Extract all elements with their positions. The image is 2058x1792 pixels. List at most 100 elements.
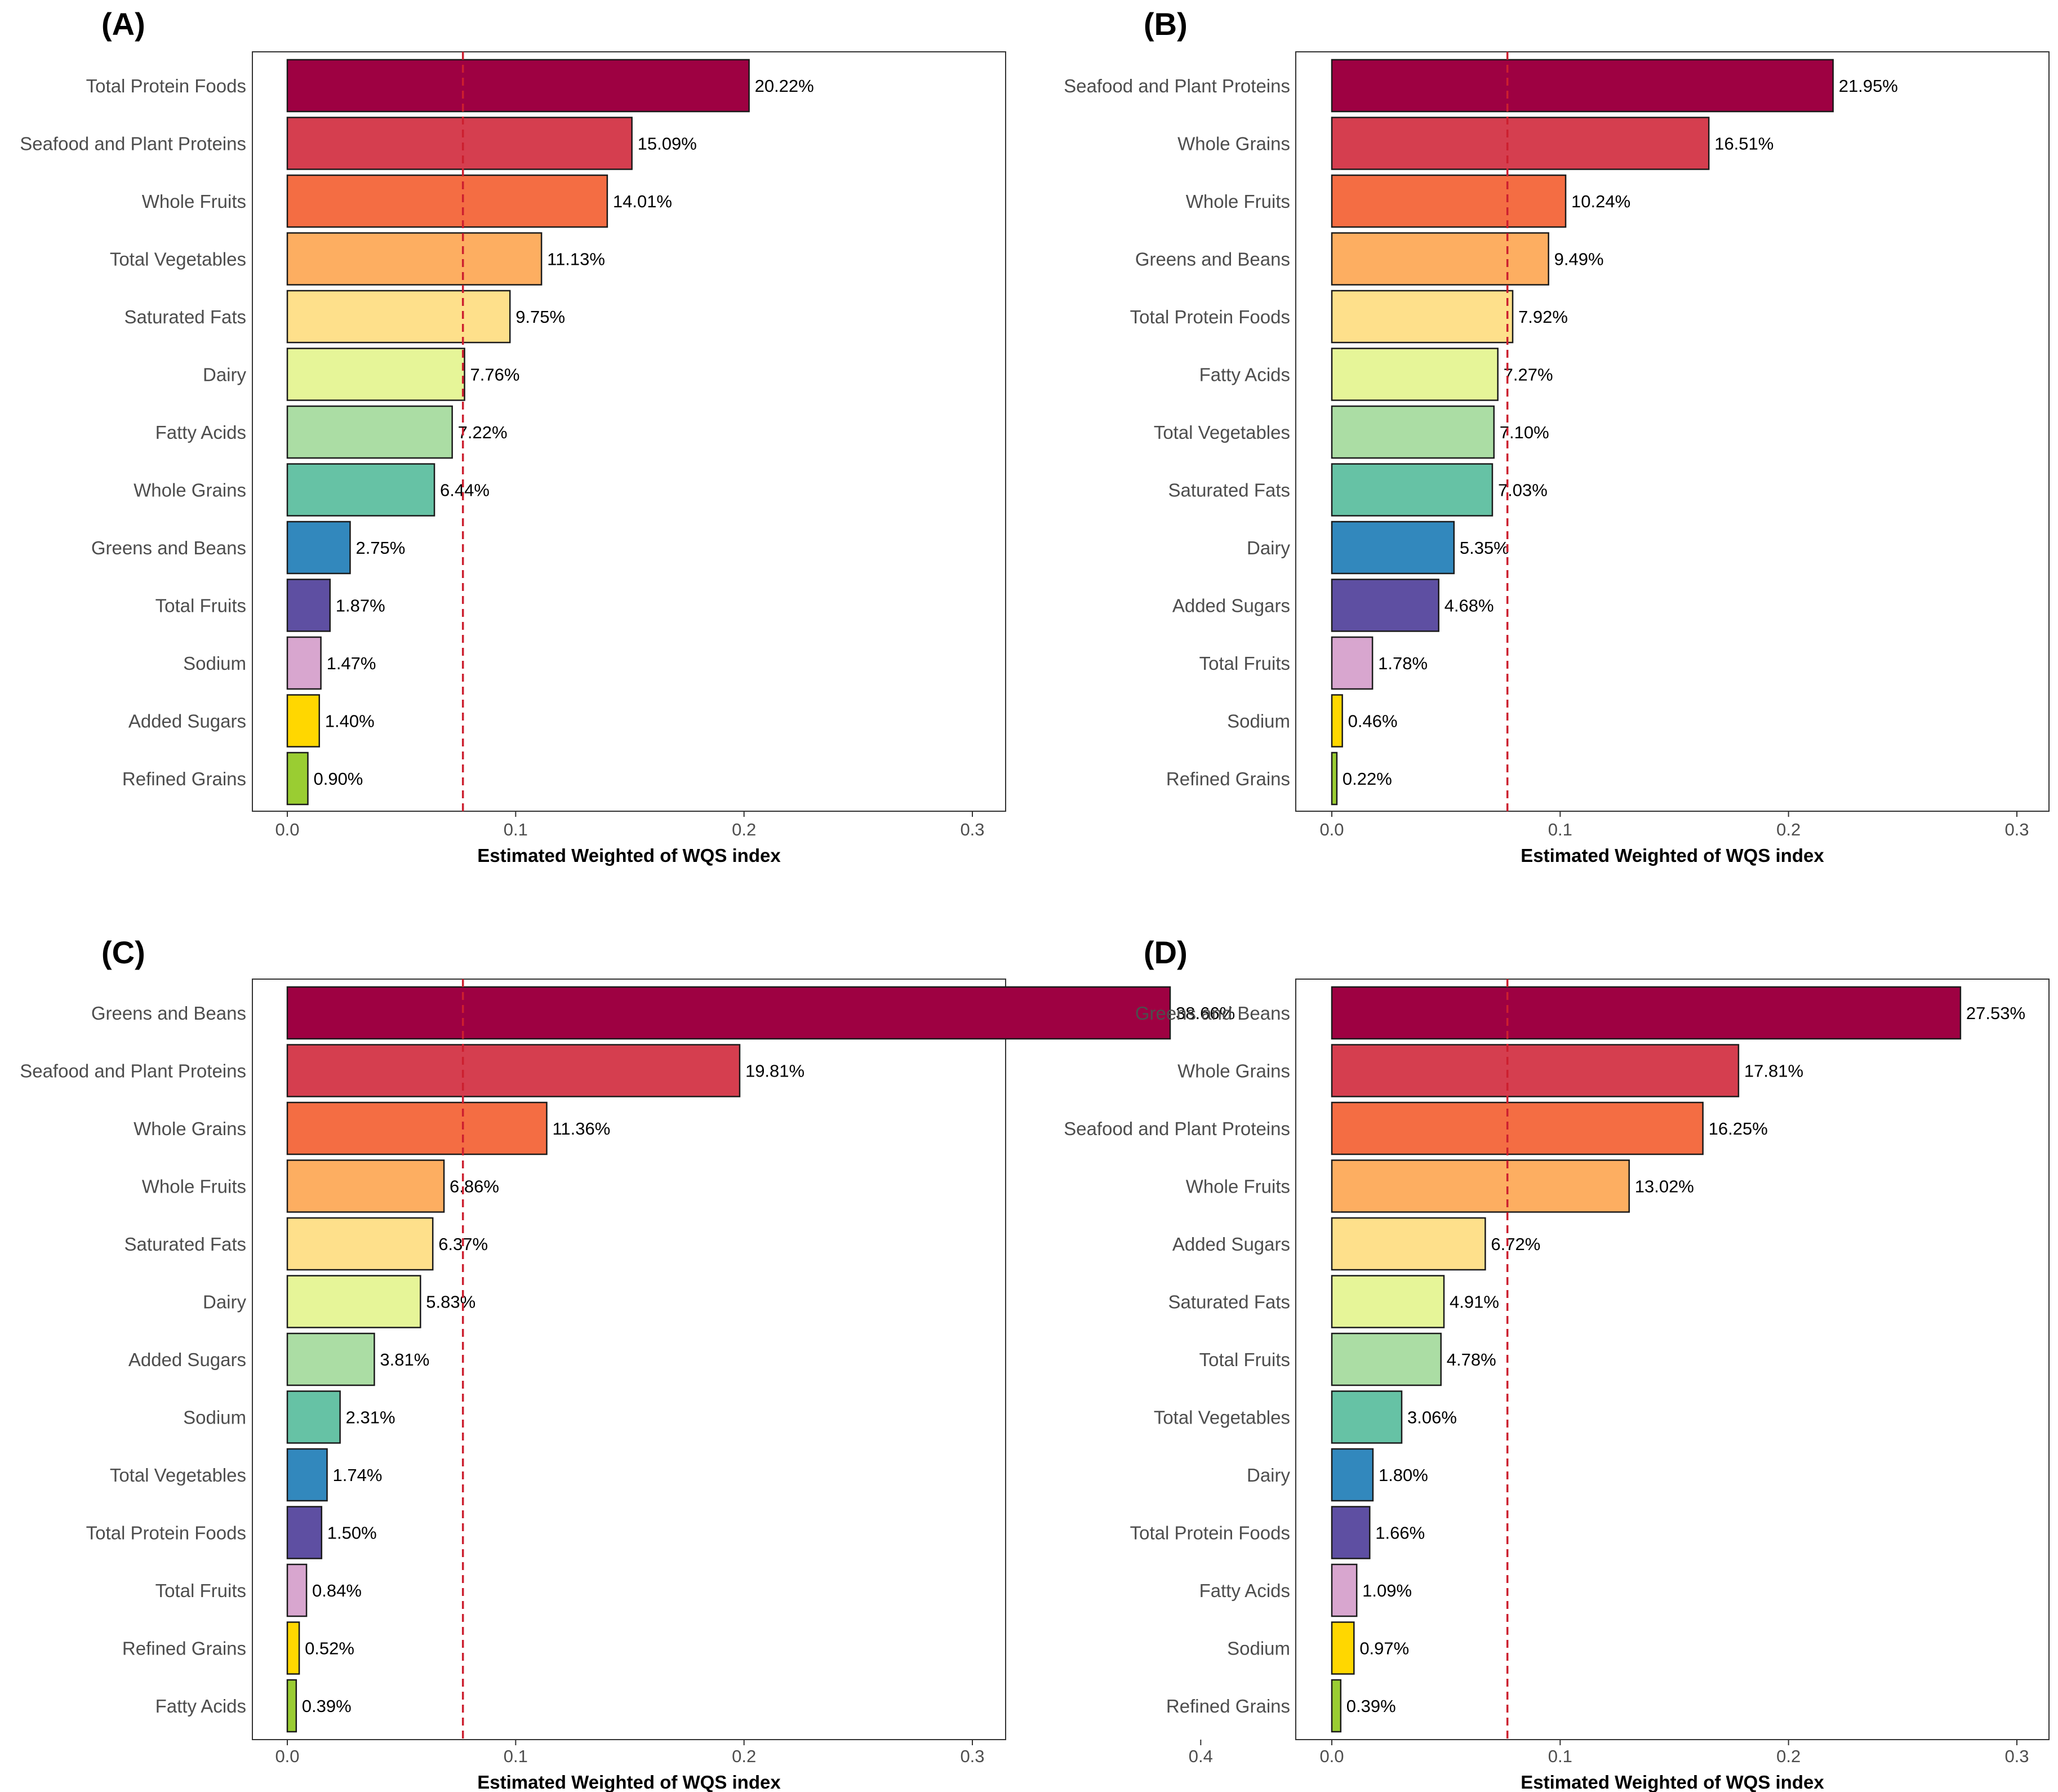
data-label: 1.09% (1362, 1581, 1412, 1600)
bar (1331, 1044, 1740, 1097)
data-label: 1.87% (336, 596, 385, 616)
x-tick-label: 0.3 (960, 1746, 984, 1766)
x-axis-title: Estimated Weighted of WQS index (1521, 845, 1824, 866)
category-label: Greens and Beans (91, 1003, 246, 1024)
category-label: Total Vegetables (110, 249, 246, 270)
category-label: Total Fruits (155, 1580, 246, 1601)
bar (1331, 1275, 1445, 1328)
bar (1331, 117, 1710, 170)
category-label: Saturated Fats (1168, 1292, 1290, 1313)
category-label: Total Protein Foods (1130, 306, 1290, 327)
data-label: 0.84% (312, 1581, 362, 1600)
bar (1331, 1390, 1403, 1444)
category-label: Total Fruits (155, 595, 246, 616)
bar (1331, 59, 1834, 113)
category-label: Seafood and Plant Proteins (1064, 75, 1290, 96)
category-label: Added Sugars (128, 711, 246, 732)
category-label: Fatty Acids (1199, 364, 1290, 385)
category-label: Refined Grains (1166, 768, 1290, 789)
bar (286, 232, 543, 286)
data-label: 15.09% (638, 134, 697, 154)
data-label: 6.44% (440, 481, 490, 500)
category-label: Greens and Beans (1135, 249, 1290, 270)
category-label: Greens and Beans (91, 537, 246, 558)
bar (286, 1275, 421, 1328)
bar (1331, 290, 1514, 344)
x-tick-label: 0.2 (1776, 1746, 1801, 1766)
bar (286, 1332, 375, 1386)
x-tick-label: 0.1 (1548, 1746, 1572, 1766)
panel-letter: (C) (101, 935, 145, 970)
x-tick-label: 0.0 (1319, 820, 1344, 839)
bar (286, 986, 1171, 1040)
data-label: 7.22% (458, 423, 508, 442)
x-tick-label: 0.2 (732, 1746, 756, 1766)
bar (1331, 636, 1374, 690)
category-label: Total Protein Foods (1130, 1523, 1290, 1544)
bar (1331, 1621, 1355, 1675)
x-tick-label: 0.0 (1319, 1746, 1344, 1766)
bar (1331, 1332, 1442, 1386)
bar (286, 405, 453, 459)
data-label: 5.83% (426, 1292, 475, 1312)
data-label: 1.47% (327, 653, 376, 673)
x-tick-label: 0.2 (1776, 820, 1801, 839)
bar (1331, 405, 1495, 459)
bar (1331, 579, 1439, 632)
data-label: 11.36% (552, 1119, 610, 1139)
panel-letter: (B) (1144, 6, 1188, 42)
data-label: 27.53% (1966, 1003, 2025, 1023)
bar (1331, 174, 1567, 228)
data-label: 0.39% (1346, 1696, 1396, 1716)
bar (1331, 694, 1343, 748)
data-label: 16.51% (1714, 134, 1773, 154)
data-label: 14.01% (613, 192, 672, 211)
category-label: Sodium (1227, 711, 1290, 732)
category-label: Sodium (1227, 1638, 1290, 1659)
category-label: Dairy (203, 364, 247, 385)
panel-c: (C) Greens and Beans 38.66% Seafood and Pla… (20, 935, 1235, 1792)
data-label: 13.02% (1635, 1177, 1694, 1197)
data-label: 4.68% (1444, 596, 1494, 616)
panel-b: (B) Seafood and Plant Proteins 21.95% Whole… (1064, 6, 2050, 866)
data-label: 11.13% (547, 250, 605, 269)
data-label: 7.76% (470, 365, 520, 385)
data-label: 0.97% (1359, 1639, 1409, 1658)
x-tick-label: 0.1 (504, 1746, 528, 1766)
data-label: 19.81% (745, 1061, 804, 1081)
data-label: 4.78% (1447, 1350, 1496, 1369)
bar (1331, 1448, 1374, 1502)
category-label: Greens and Beans (1135, 1003, 1290, 1024)
bar (1331, 1563, 1358, 1617)
category-label: Sodium (183, 653, 246, 674)
category-label: Total Fruits (1199, 653, 1290, 674)
x-tick-label: 0.2 (732, 820, 756, 839)
category-label: Whole Fruits (1186, 1176, 1290, 1197)
bar (1331, 1159, 1630, 1213)
data-label: 2.31% (346, 1408, 395, 1428)
bar (286, 752, 309, 806)
data-label: 1.66% (1375, 1523, 1425, 1543)
category-label: Saturated Fats (1168, 480, 1290, 501)
category-label: Fatty Acids (155, 1696, 246, 1717)
bar (286, 1101, 548, 1155)
x-axis-title: Estimated Weighted of WQS index (477, 845, 781, 866)
data-label: 0.90% (313, 769, 363, 789)
bar (286, 290, 511, 344)
bar (286, 463, 435, 517)
category-label: Sodium (183, 1407, 246, 1428)
category-label: Refined Grains (122, 768, 246, 789)
data-label: 6.72% (1491, 1234, 1540, 1254)
bar (1331, 348, 1499, 401)
category-label: Total Protein Foods (86, 1523, 246, 1544)
category-label: Whole Grains (134, 480, 246, 501)
bar (286, 348, 465, 401)
category-label: Saturated Fats (125, 306, 246, 327)
data-label: 1.78% (1378, 653, 1428, 673)
x-axis-title: Estimated Weighted of WQS index (477, 1772, 781, 1792)
bar (286, 1448, 328, 1502)
panel-letter: (A) (101, 6, 145, 42)
x-tick-label: 0.3 (960, 820, 984, 839)
bar (1331, 1506, 1371, 1559)
